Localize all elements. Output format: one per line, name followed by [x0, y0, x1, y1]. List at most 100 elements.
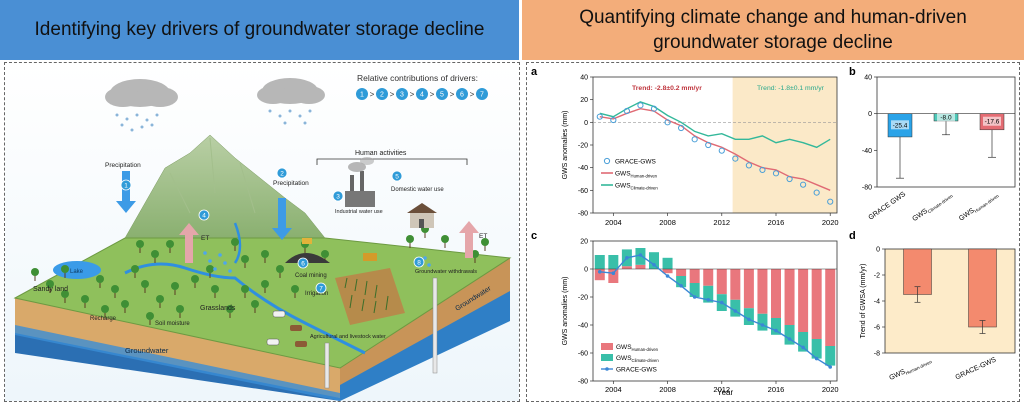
c-bar-0	[703, 269, 714, 286]
label-et-left: ET	[201, 235, 209, 242]
a-ytick-label: -60	[578, 188, 588, 195]
c-grace-point	[814, 356, 819, 361]
c-xlabel: Year	[717, 388, 734, 397]
header-right: Quantifying climate change and human-dri…	[522, 0, 1024, 60]
tree-icon	[81, 295, 89, 303]
c-ytick-label: 20	[580, 239, 588, 246]
tree-icon	[151, 250, 159, 258]
c-bar-1	[662, 257, 673, 269]
c-grace-point	[679, 284, 683, 288]
a-ytick-label: -80	[578, 211, 588, 218]
aquifer-side	[340, 291, 510, 401]
et-arrow-left-icon	[179, 223, 199, 263]
chart-b: b -80 -40 0 40 -25.4 GRACE GWS -8.0 GWSClimate-…	[849, 66, 1016, 223]
contrib-num: 2	[380, 92, 384, 99]
a-point	[813, 189, 820, 196]
tree-icon	[61, 290, 69, 298]
tree-icon	[136, 240, 144, 248]
c-bar-1	[784, 325, 795, 345]
badge-irrigation	[315, 282, 327, 294]
cloud-right-icon	[257, 78, 325, 125]
c-bar-0	[621, 266, 632, 269]
a-xtick-label: 2020	[822, 218, 839, 227]
tree-icon	[241, 285, 249, 293]
tree-icon	[276, 265, 284, 273]
a-xtick-label: 2012	[713, 218, 730, 227]
trees	[31, 225, 489, 325]
c-legend-label: GWSHuman-driven	[616, 344, 659, 352]
tree-icon	[96, 275, 104, 283]
contrib-gt: >	[390, 90, 395, 99]
c-grace-point	[692, 295, 697, 299]
contrib-num: 6	[460, 92, 464, 99]
soil-layer-front	[15, 298, 340, 398]
a-xtick-label: 2016	[768, 218, 785, 227]
a-ylabel: GWS anomalies (mm)	[562, 111, 569, 180]
label-lake: Lake	[70, 269, 84, 275]
label-coal-mining: Coal mining	[295, 273, 327, 279]
tree-icon	[141, 280, 149, 288]
groundwater-diagram: Relative contributions of drivers: 1 >2 >3…	[5, 63, 519, 401]
d-ytick-label: -8	[874, 351, 880, 358]
a-legend: GRACE-GWS GWSHuman-driven GWSClimate-drive…	[601, 157, 658, 191]
label-domestic: Domestic water use	[391, 187, 444, 193]
contrib-num: 1	[360, 92, 364, 99]
c-xtick-label: 2016	[768, 385, 785, 394]
c-grace-point	[787, 337, 792, 341]
a-point	[800, 181, 807, 188]
badge-domestic	[391, 170, 403, 182]
tree-icon	[251, 300, 259, 308]
a-point	[678, 124, 685, 132]
contributions-order: 1 >2 >3 >4 >5 >6 >7	[356, 88, 488, 100]
badge-withdrawals	[413, 256, 425, 268]
b-ytick-label: -40	[862, 148, 872, 155]
contrib-num: 3	[400, 92, 404, 99]
c-legend: GWSHuman-driven GWSClimate-driven GRACE-GW…	[601, 343, 659, 374]
a-ytick-label: -20	[578, 143, 588, 150]
c-grace-point	[706, 298, 711, 302]
label-sandy-land: Sandy land	[33, 286, 68, 293]
a-series-line-2	[599, 101, 831, 149]
contrib-badge-2	[376, 88, 388, 100]
a-point	[664, 119, 671, 126]
tree-icon	[321, 250, 329, 258]
a-point	[718, 147, 725, 154]
a-point	[623, 107, 630, 115]
c-xtick-label: 2008	[659, 385, 676, 394]
badge-num: 3	[336, 194, 340, 201]
c-bar-1	[730, 299, 741, 317]
c-grace-point	[747, 317, 751, 322]
cloud-left-icon	[105, 79, 178, 132]
diagram-panel: Relative contributions of drivers: 1 >2 >3…	[4, 62, 520, 402]
tree-icon	[441, 235, 449, 243]
badge-precip_right	[276, 167, 288, 179]
et-arrow-right-icon	[459, 221, 479, 258]
tree-icon	[406, 235, 414, 243]
a-point	[637, 102, 644, 109]
c-legend-swatch	[601, 354, 613, 361]
c-bar-0	[798, 269, 809, 332]
c-bar-1	[798, 332, 809, 352]
tree-icon	[241, 255, 249, 263]
c-grace-point	[597, 270, 602, 274]
c-bar-1	[594, 255, 605, 269]
tree-icon	[231, 238, 239, 246]
d-ytick-label: 0	[876, 247, 880, 254]
b-frame	[876, 76, 1016, 188]
river	[124, 262, 366, 355]
c-ylabel: GWS anomalies (mm)	[562, 277, 569, 346]
label-irrigation: Irrigation	[305, 291, 328, 297]
a-legend-label: GRACE-GWS	[615, 159, 656, 166]
a-point	[759, 166, 766, 174]
contrib-gt: >	[430, 90, 435, 99]
b-value-label: -8.0	[940, 114, 952, 121]
c-legend-label: GRACE-GWS	[616, 367, 657, 374]
c-bar-1	[811, 339, 822, 359]
d-panel-label: d	[849, 230, 856, 242]
c-bar-0	[594, 269, 605, 281]
c-bar-0	[730, 269, 741, 300]
header-right-line1: Quantifying climate change and human-dri…	[579, 7, 967, 28]
a-point	[650, 105, 658, 112]
tree-icon	[211, 285, 219, 293]
